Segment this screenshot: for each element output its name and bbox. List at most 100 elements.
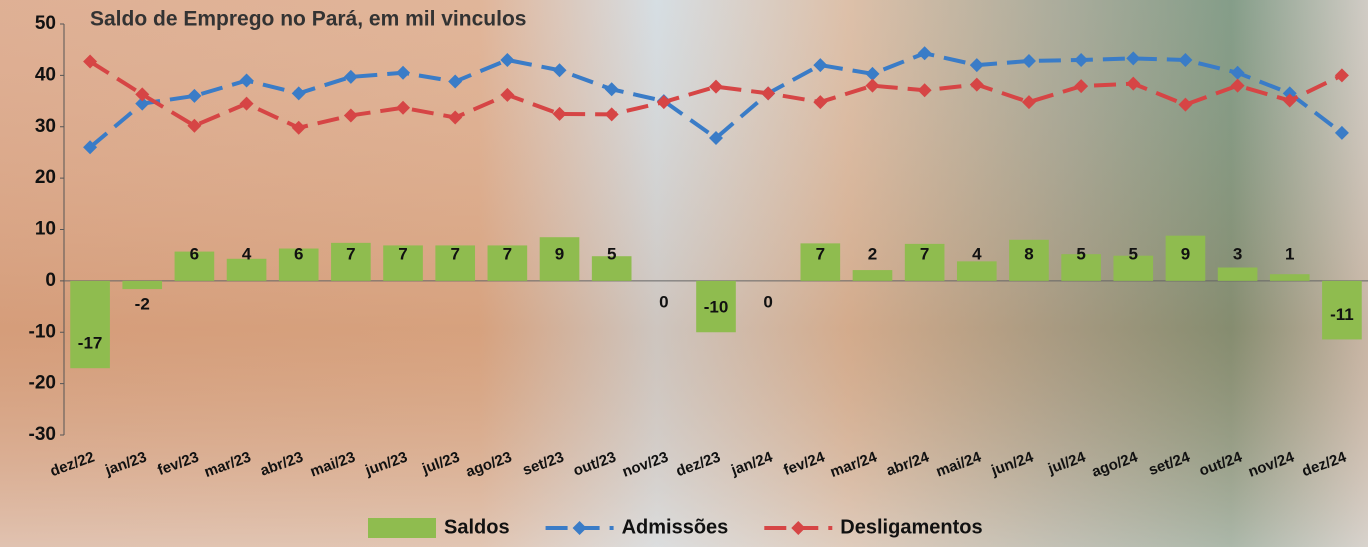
legend-label: Saldos xyxy=(444,516,510,538)
bar xyxy=(800,243,841,281)
y-tick-label: 0 xyxy=(45,270,56,291)
bar xyxy=(278,248,319,281)
bar xyxy=(1322,280,1362,340)
point xyxy=(1334,68,1349,83)
point xyxy=(1021,53,1036,68)
legend-marker xyxy=(572,521,587,535)
legend-marker xyxy=(791,521,806,535)
bar xyxy=(122,280,163,290)
bar xyxy=(1009,239,1049,281)
data-label: 7 xyxy=(816,244,825,263)
chart-title: Saldo de Emprego no Pará, em mil vinculo… xyxy=(90,8,526,31)
y-tick-label: 40 xyxy=(35,64,56,85)
y-tick-label: 20 xyxy=(35,167,56,188)
point xyxy=(604,107,619,122)
point xyxy=(761,86,776,101)
bar xyxy=(331,242,371,281)
data-label: 7 xyxy=(398,244,407,263)
data-label: 4 xyxy=(242,244,252,263)
data-label: 5 xyxy=(1129,244,1138,263)
data-label: 9 xyxy=(1181,244,1190,263)
point xyxy=(1282,93,1297,108)
point xyxy=(448,74,463,89)
data-label: 0 xyxy=(659,292,668,311)
y-tick-label: -20 xyxy=(29,373,56,394)
point xyxy=(1126,51,1141,66)
point xyxy=(343,69,358,84)
point xyxy=(969,58,984,73)
data-label: -10 xyxy=(704,298,729,317)
point xyxy=(187,88,202,103)
bar xyxy=(70,280,110,369)
data-label: 0 xyxy=(763,292,772,311)
data-label: 5 xyxy=(607,244,616,263)
data-label: -17 xyxy=(78,334,103,353)
bar xyxy=(1269,274,1310,281)
bar xyxy=(1217,267,1258,281)
point xyxy=(187,118,202,133)
point xyxy=(709,131,723,146)
point xyxy=(343,108,358,123)
point xyxy=(813,58,828,73)
bar xyxy=(174,251,215,281)
bar xyxy=(487,245,528,281)
bar xyxy=(1061,254,1101,281)
data-label: 3 xyxy=(1233,244,1242,263)
point xyxy=(656,95,671,110)
point xyxy=(709,79,723,94)
data-label: 6 xyxy=(190,244,199,263)
point xyxy=(552,106,567,121)
point xyxy=(500,52,515,67)
point xyxy=(865,78,880,93)
point xyxy=(1074,79,1089,94)
data-label: 2 xyxy=(868,244,877,263)
bar xyxy=(956,261,997,281)
data-label: 4 xyxy=(972,244,982,263)
bar xyxy=(435,245,476,281)
point xyxy=(969,77,984,92)
point xyxy=(500,87,515,102)
point xyxy=(1230,78,1245,93)
legend-label: Desligamentos xyxy=(840,516,982,538)
data-label: 7 xyxy=(920,244,929,263)
point xyxy=(1178,52,1193,67)
data-label: 9 xyxy=(555,244,564,263)
point xyxy=(604,82,619,97)
data-label: -11 xyxy=(1330,305,1354,324)
point xyxy=(291,86,306,101)
bar xyxy=(539,237,580,281)
point xyxy=(83,54,98,69)
data-label: 8 xyxy=(1024,244,1033,263)
point xyxy=(865,66,880,81)
legend-swatch xyxy=(368,518,436,538)
point xyxy=(135,96,150,111)
data-label: 1 xyxy=(1285,244,1294,263)
point xyxy=(1178,97,1193,112)
data-label: 7 xyxy=(346,244,355,263)
bar xyxy=(696,280,736,333)
bar xyxy=(852,270,893,281)
point xyxy=(1334,125,1349,140)
data-label: 5 xyxy=(1076,244,1085,263)
point xyxy=(917,46,932,61)
y-tick-label: 10 xyxy=(35,219,56,240)
y-tick-label: -10 xyxy=(29,321,56,342)
point xyxy=(239,96,254,111)
point xyxy=(1074,52,1089,67)
bar xyxy=(1113,255,1154,281)
point xyxy=(83,140,98,155)
point xyxy=(291,120,306,135)
y-tick-label: 50 xyxy=(35,13,56,34)
point xyxy=(448,110,463,125)
y-tick-label: 30 xyxy=(35,116,56,137)
bar xyxy=(226,258,267,281)
data-label: -2 xyxy=(135,294,150,313)
legend-label: Admissões xyxy=(622,516,729,538)
data-label: 7 xyxy=(503,244,512,263)
data-label: 6 xyxy=(294,244,303,263)
point xyxy=(1230,65,1245,80)
point xyxy=(135,87,150,102)
point xyxy=(1126,76,1141,91)
